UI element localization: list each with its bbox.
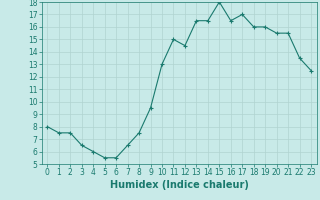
X-axis label: Humidex (Indice chaleur): Humidex (Indice chaleur) bbox=[110, 180, 249, 190]
